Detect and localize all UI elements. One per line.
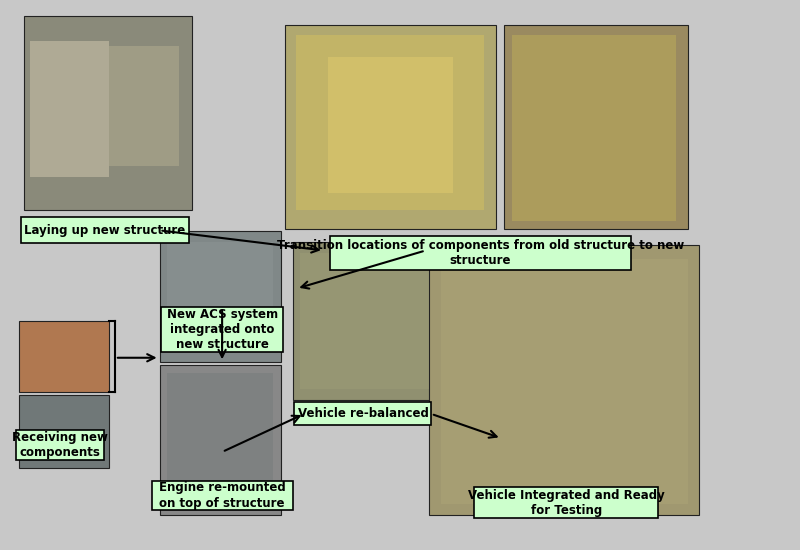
FancyBboxPatch shape <box>162 307 282 352</box>
FancyBboxPatch shape <box>504 25 688 229</box>
FancyBboxPatch shape <box>430 245 699 515</box>
FancyBboxPatch shape <box>16 430 104 460</box>
FancyBboxPatch shape <box>293 243 438 400</box>
FancyBboxPatch shape <box>18 321 109 392</box>
Text: Transition locations of components from old structure to new
structure: Transition locations of components from … <box>277 239 684 267</box>
FancyBboxPatch shape <box>330 236 631 270</box>
FancyBboxPatch shape <box>21 217 189 244</box>
FancyBboxPatch shape <box>167 373 273 504</box>
Text: Laying up new structure: Laying up new structure <box>24 224 186 237</box>
FancyBboxPatch shape <box>297 35 484 210</box>
FancyBboxPatch shape <box>300 253 430 389</box>
FancyBboxPatch shape <box>441 258 688 504</box>
FancyBboxPatch shape <box>512 35 676 221</box>
Text: Vehicle Integrated and Ready
for Testing: Vehicle Integrated and Ready for Testing <box>468 488 665 516</box>
Text: New ACS system
integrated onto
new structure: New ACS system integrated onto new struc… <box>166 308 278 351</box>
Text: Vehicle re-balanced: Vehicle re-balanced <box>298 408 428 420</box>
FancyBboxPatch shape <box>109 46 179 166</box>
FancyBboxPatch shape <box>18 395 109 468</box>
FancyBboxPatch shape <box>24 16 192 210</box>
FancyBboxPatch shape <box>167 243 273 351</box>
FancyBboxPatch shape <box>152 481 293 510</box>
Text: Receiving new
components: Receiving new components <box>12 431 108 459</box>
FancyBboxPatch shape <box>328 57 453 194</box>
FancyBboxPatch shape <box>285 25 496 229</box>
FancyBboxPatch shape <box>159 365 281 515</box>
Text: Engine re-mounted
on top of structure: Engine re-mounted on top of structure <box>158 481 286 509</box>
FancyBboxPatch shape <box>159 232 281 362</box>
FancyBboxPatch shape <box>474 487 658 518</box>
FancyBboxPatch shape <box>294 403 431 425</box>
FancyBboxPatch shape <box>30 41 109 177</box>
